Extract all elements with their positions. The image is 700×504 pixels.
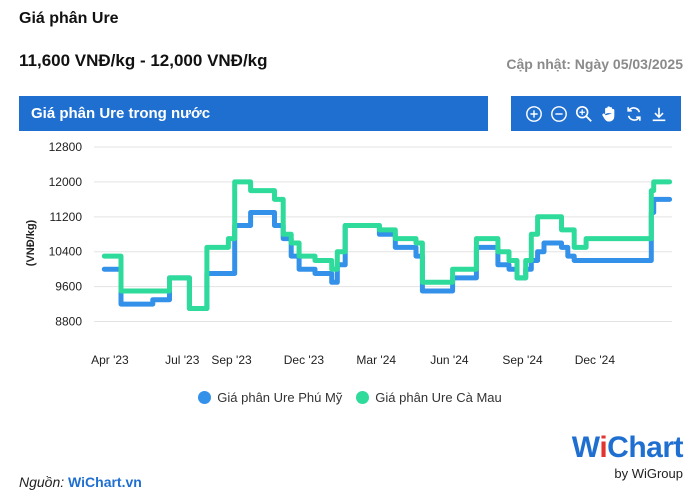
legend-marker-phu-my xyxy=(198,391,212,404)
source-link[interactable]: WiChart.vn xyxy=(68,474,142,490)
chart-title-bar: Giá phân Ure trong nước xyxy=(19,96,488,131)
download-icon[interactable] xyxy=(649,104,669,124)
y-axis: 8800 9600 10400 11200 12000 12800 xyxy=(49,140,83,329)
wichart-logo: WiChart xyxy=(571,431,684,464)
x-tick-label: Mar '24 xyxy=(356,353,396,367)
x-axis: Apr '23 Jul '23 Sep '23 Dec '23 Mar '24 Jun '… xyxy=(91,353,615,367)
x-tick-label: Jun '24 xyxy=(430,353,469,367)
chart-series xyxy=(101,179,673,311)
reset-icon[interactable] xyxy=(624,104,644,124)
x-tick-label: Sep '23 xyxy=(211,353,252,367)
y-tick-label: 12800 xyxy=(49,140,83,154)
source-note: Nguồn: WiChart.vn xyxy=(19,474,142,490)
price-range: 11,600 VNĐ/kg - 12,000 VNĐ/kg xyxy=(19,51,268,70)
brand-logo: WiChart by WiGroup xyxy=(571,431,684,482)
chart-toolbar xyxy=(511,96,681,131)
y-tick-label: 8800 xyxy=(55,315,82,329)
x-tick-label: Apr '23 xyxy=(91,353,129,367)
x-tick-label: Dec '23 xyxy=(284,353,325,367)
chart-legend: Giá phân Ure Phú Mỹ Giá phân Ure Cà Mau xyxy=(0,390,700,405)
source-label: Nguồn: xyxy=(19,474,65,490)
pan-hand-icon[interactable] xyxy=(599,104,619,124)
x-tick-label: Sep '24 xyxy=(502,353,543,367)
y-axis-label: (VNĐ/kg) xyxy=(25,219,37,266)
x-tick-label: Dec '24 xyxy=(575,353,616,367)
legend-marker-ca-mau xyxy=(356,391,370,404)
series-line-ca-mau[interactable] xyxy=(101,179,673,311)
magnifier-icon[interactable] xyxy=(574,104,594,124)
y-tick-label: 10400 xyxy=(49,245,83,259)
legend-label-phu-my: Giá phân Ure Phú Mỹ xyxy=(217,390,343,405)
chart-title: Giá phân Ure trong nước xyxy=(31,105,211,122)
price-line-chart[interactable]: 8800 9600 10400 11200 12000 12800 Apr '23 Jul … xyxy=(0,135,700,375)
legend-label-ca-mau: Giá phân Ure Cà Mau xyxy=(375,390,502,405)
x-tick-label: Jul '23 xyxy=(165,353,200,367)
updated-date: Cập nhật: Ngày 05/03/2025 xyxy=(506,56,683,72)
page-title: Giá phân Ure xyxy=(19,10,119,27)
brand-byline: by WiGroup xyxy=(614,466,683,481)
zoom-in-icon[interactable] xyxy=(524,104,544,124)
y-tick-label: 11200 xyxy=(50,210,83,224)
legend-item-ca-mau[interactable]: Giá phân Ure Cà Mau xyxy=(356,390,502,405)
y-tick-label: 12000 xyxy=(49,175,83,189)
y-tick-label: 9600 xyxy=(55,280,82,294)
series-line-phu-my[interactable] xyxy=(101,196,673,311)
legend-item-phu-my[interactable]: Giá phân Ure Phú Mỹ xyxy=(198,390,342,405)
zoom-out-icon[interactable] xyxy=(549,104,569,124)
